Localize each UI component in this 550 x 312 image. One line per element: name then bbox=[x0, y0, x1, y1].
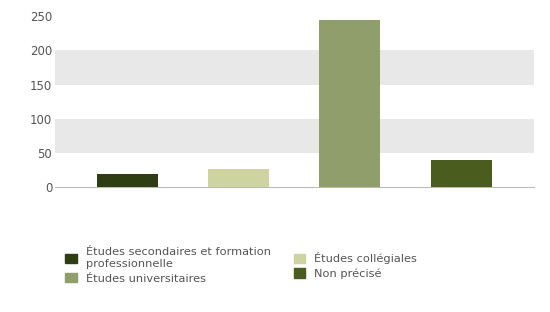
Legend: Études secondaires et formation
professionnelle, Études universitaires, Études c: Études secondaires et formation professi… bbox=[60, 243, 421, 288]
Bar bbox=[431, 160, 492, 187]
Bar bbox=[320, 20, 381, 187]
Bar bbox=[97, 173, 158, 187]
Bar bbox=[55, 51, 534, 85]
Bar bbox=[55, 119, 534, 153]
Bar bbox=[208, 169, 269, 187]
